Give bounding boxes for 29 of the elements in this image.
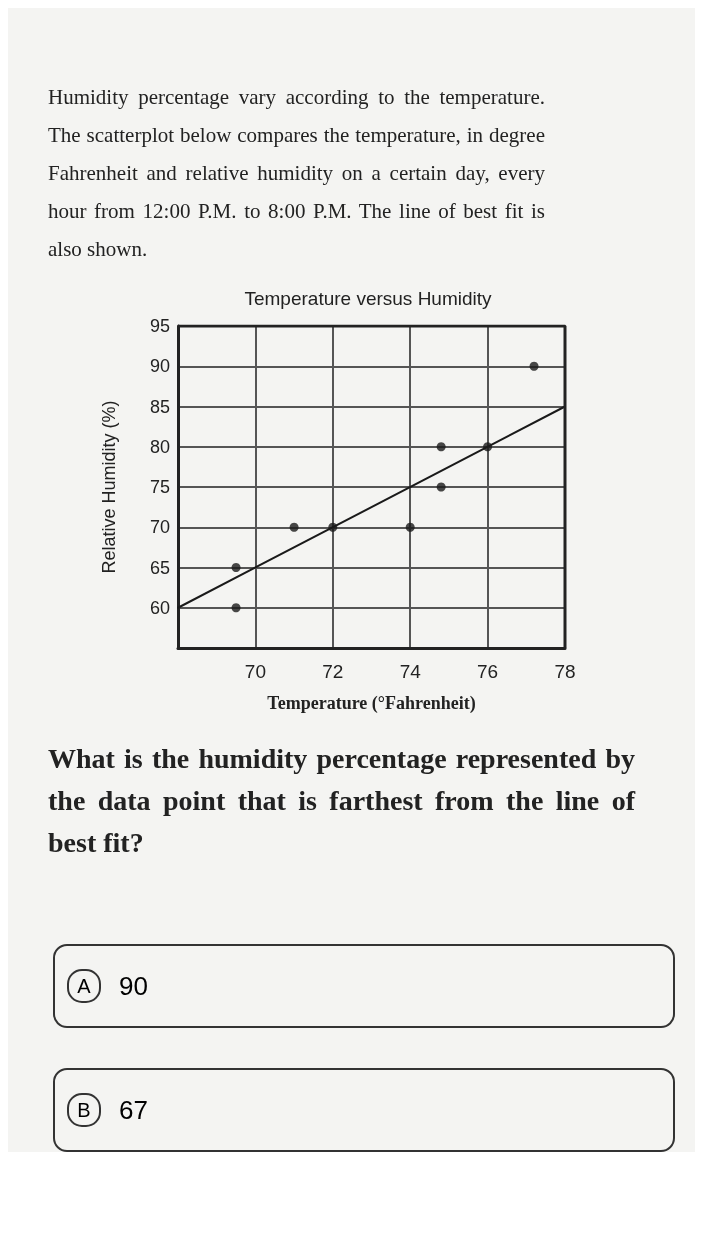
x-axis-title: Temperature (°Fahrenheit) — [267, 693, 476, 714]
y-tick-label: 60 — [149, 597, 170, 618]
point — [529, 361, 539, 371]
y-tick-label: 95 — [149, 316, 170, 336]
point — [231, 603, 241, 613]
x-tick-label: 76 — [477, 661, 499, 682]
answer-option: B 67 — [53, 1068, 675, 1152]
y-tick-label: 65 — [149, 557, 170, 578]
y-axis-title: Relative Humidity (%) — [99, 400, 119, 574]
y-tick-label: 70 — [149, 517, 170, 538]
y-tick-label: 85 — [149, 396, 170, 417]
point — [436, 442, 446, 452]
point — [436, 482, 446, 492]
y-tick-label: 90 — [149, 356, 170, 377]
point — [231, 563, 241, 572]
text: What is the humidity percentage represented by the data point that is farthest from the line of best fit? — [47, 742, 637, 860]
circled-letter: A — [67, 969, 101, 1003]
y-tick-label: 75 — [149, 477, 170, 497]
x-tick-label: 72 — [322, 661, 344, 682]
y-tick-label: 80 — [149, 436, 170, 457]
point — [289, 522, 299, 532]
point — [405, 522, 415, 532]
x-tick-label: 70 — [244, 661, 266, 682]
circled-letter: B — [67, 1093, 101, 1127]
answer-option: A 90 — [53, 944, 675, 1028]
x-tick-label: 78 — [554, 661, 576, 682]
text: Humidity percentage vary according to the temperature. The scatterplot below compares the temperature, in degree Fahrenheit and relative humidity on a certain day, every hour from 12:00 P.M. to 8:00 P.M. The line of best fit is also shown. — [47, 84, 546, 263]
chart-title: Temperature versus Humidity — [244, 288, 493, 309]
x-tick-label: 74 — [399, 661, 422, 682]
